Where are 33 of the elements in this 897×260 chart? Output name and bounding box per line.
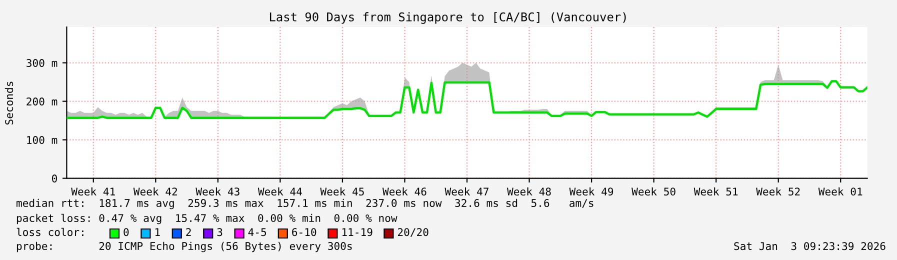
x-tick-label: Week 43: [196, 187, 240, 196]
x-tick-label: Week 46: [382, 187, 426, 196]
text: Sat Jan 3 09:23:39 2026: [734, 242, 886, 250]
text: loss color:: [16, 228, 84, 236]
x-tick-label: Week 52: [756, 187, 800, 196]
text: 2: [186, 228, 191, 236]
y-axis-title: Seconds: [4, 82, 14, 125]
x-tick-label: Week 42: [133, 187, 177, 196]
x-tick-label: Week 41: [71, 187, 115, 196]
x-tick-label: Week 48: [507, 187, 551, 196]
x-tick-label: Week 50: [632, 187, 676, 196]
x-tick-label: Week 47: [444, 187, 488, 196]
y-tick-label: 100 m: [27, 136, 58, 144]
x-tick-label: Week 44: [258, 187, 302, 196]
x-tick-label: Week 01: [818, 187, 862, 196]
text: 1: [155, 228, 160, 236]
text: 0: [124, 228, 129, 236]
text: probe: 20 ICMP Echo Pings (56 Bytes) every 300s: [16, 242, 352, 252]
y-tick-label: 0: [52, 174, 57, 182]
text: median rtt: 181.7 ms avg 259.3 ms max 157.1 ms min 237.0 ms now 32.6 ms sd 5.6 am/s: [16, 198, 594, 210]
text: 3: [217, 228, 222, 236]
y-tick-label: 200 m: [26, 98, 58, 106]
line-series: [66, 80, 868, 119]
text: 20/20: [398, 228, 428, 237]
x-tick-label: Week 51: [694, 187, 738, 196]
text: packet loss: 0.47 % avg 15.47 % max 0.00 % min 0.00 % now: [16, 214, 398, 224]
text: 4-5: [248, 228, 266, 236]
text: 11-19: [342, 228, 372, 236]
x-tick-label: Week 45: [320, 187, 364, 196]
x-tick-label: Week 49: [569, 187, 614, 196]
y-tick-label: 300 m: [26, 59, 58, 67]
text: 6-10: [292, 228, 316, 236]
chart-title: Last 90 Days from Singapore to [CA/BC] (Vancouver): [270, 12, 626, 24]
